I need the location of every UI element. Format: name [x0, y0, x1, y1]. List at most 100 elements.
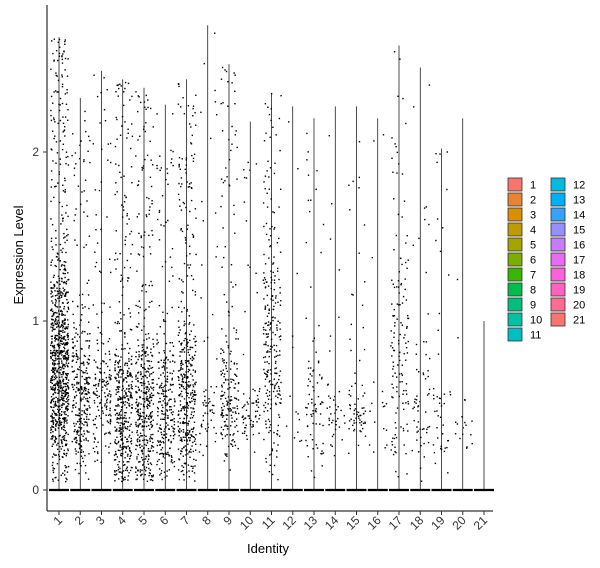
data-point [310, 286, 312, 288]
data-point [128, 385, 130, 387]
data-point [124, 457, 126, 459]
data-point [169, 361, 171, 363]
data-point [273, 256, 275, 258]
data-point [126, 223, 128, 225]
data-point [65, 378, 68, 380]
data-point [162, 386, 164, 389]
data-point [269, 430, 271, 432]
data-point [432, 394, 435, 396]
data-point [363, 412, 365, 415]
data-point [53, 91, 55, 93]
data-point [58, 391, 60, 393]
data-point [203, 62, 205, 65]
data-point [67, 334, 69, 337]
data-point [64, 43, 66, 45]
data-point [51, 300, 53, 302]
data-point [233, 397, 236, 399]
data-point [266, 376, 268, 378]
data-point [62, 337, 64, 340]
data-point [162, 311, 164, 313]
data-point [160, 167, 162, 169]
data-point [109, 420, 112, 423]
data-point [121, 389, 123, 391]
data-point [76, 376, 78, 378]
data-point [92, 392, 95, 394]
data-point [66, 443, 68, 445]
data-point [139, 414, 141, 416]
data-point [137, 469, 139, 471]
data-point [56, 335, 59, 337]
data-point [159, 401, 162, 403]
data-point [471, 442, 473, 445]
data-point [149, 394, 151, 396]
data-point [97, 326, 99, 329]
data-point [114, 480, 116, 482]
data-point [272, 316, 274, 318]
data-point [456, 423, 459, 425]
data-point [116, 380, 118, 382]
data-point [141, 359, 143, 361]
data-point [280, 402, 282, 404]
data-point [184, 360, 187, 362]
data-point [145, 399, 148, 401]
data-point [139, 461, 141, 463]
data-point [177, 370, 180, 372]
data-point [171, 425, 173, 428]
data-point [267, 335, 269, 338]
data-point [401, 381, 403, 383]
data-point [182, 431, 185, 433]
data-point [63, 452, 65, 455]
data-point [184, 436, 186, 438]
data-point [67, 402, 69, 405]
x-tick-label: 7 [178, 513, 193, 528]
data-point [115, 474, 117, 476]
data-point [143, 466, 146, 468]
data-point [115, 405, 117, 407]
data-point [66, 478, 68, 481]
data-point [137, 408, 139, 411]
data-point [306, 425, 309, 427]
data-point [164, 412, 167, 415]
data-point [87, 294, 90, 296]
data-point [61, 214, 63, 216]
data-point [186, 376, 188, 378]
data-point [236, 178, 238, 180]
data-point [227, 445, 230, 448]
data-point [307, 199, 310, 202]
data-point [149, 438, 151, 440]
data-point [129, 469, 132, 472]
data-point [271, 279, 273, 281]
data-point [117, 391, 120, 393]
data-point [194, 403, 196, 405]
data-point [194, 438, 196, 440]
data-point [313, 390, 315, 392]
data-point [59, 420, 61, 422]
data-point [79, 389, 81, 391]
data-point [89, 396, 91, 399]
data-point [61, 404, 64, 406]
data-point [269, 380, 271, 382]
data-point [64, 331, 66, 333]
violin-group-10 [240, 121, 261, 492]
data-point [182, 292, 184, 294]
data-point [75, 402, 77, 404]
data-point [215, 386, 218, 388]
data-point [232, 407, 234, 409]
data-point [402, 97, 404, 100]
data-point [272, 211, 274, 213]
data-point [96, 95, 99, 98]
data-point [64, 392, 66, 394]
data-point [156, 164, 158, 167]
data-point [170, 441, 172, 444]
data-point [123, 395, 125, 397]
legend-swatch [550, 312, 566, 327]
data-point [54, 428, 57, 430]
data-point [368, 444, 371, 446]
data-point [73, 422, 75, 425]
data-point [226, 301, 228, 303]
data-point [60, 352, 62, 354]
data-point [57, 398, 59, 400]
violin-group-15 [346, 106, 367, 492]
data-point [67, 319, 69, 321]
data-point [56, 421, 58, 423]
